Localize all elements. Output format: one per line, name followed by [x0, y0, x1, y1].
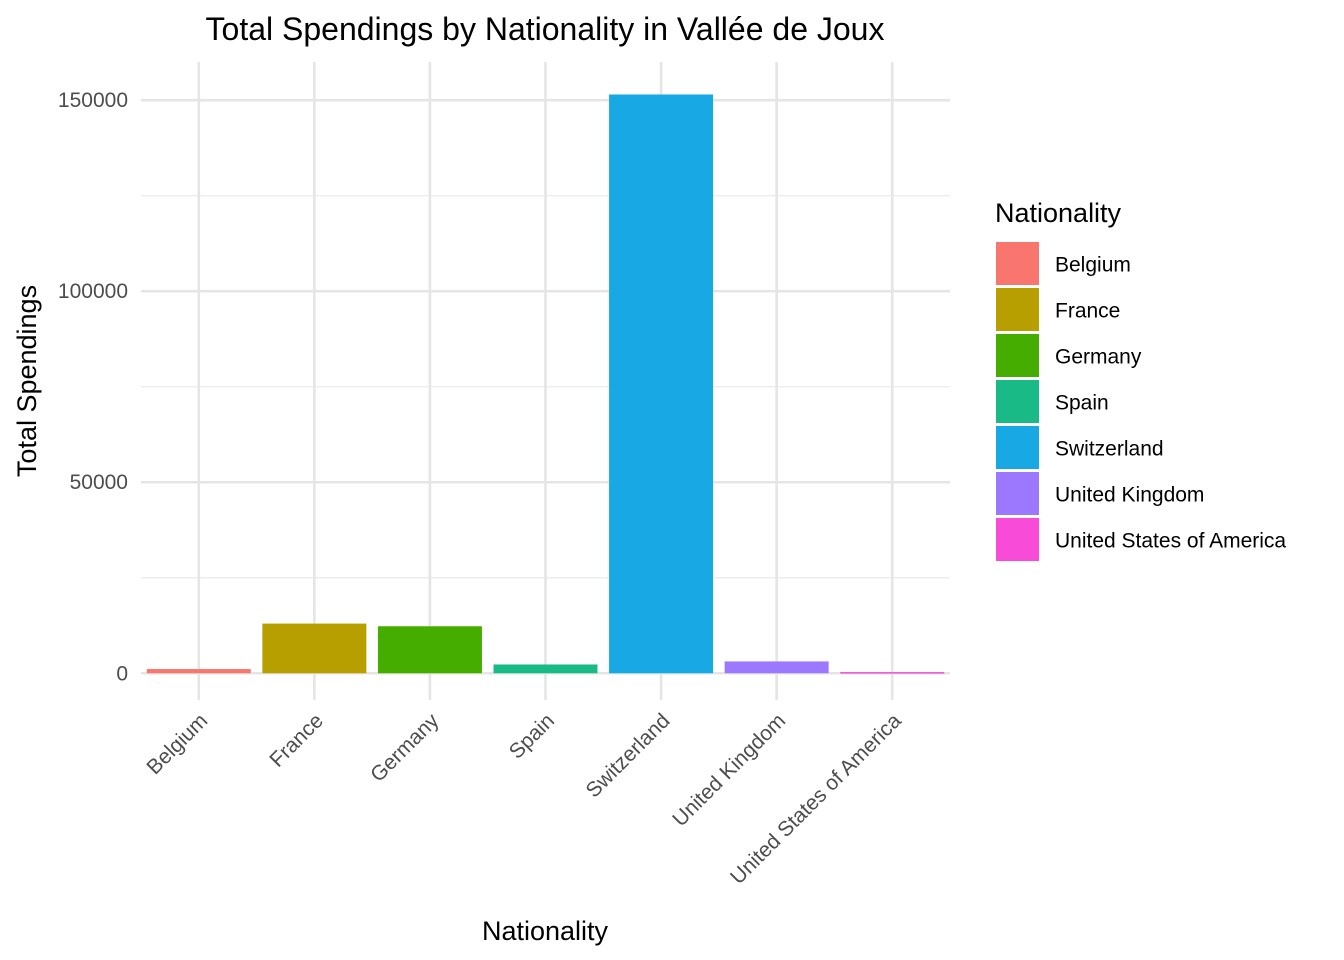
legend-label: United States of America	[1055, 530, 1286, 553]
legend-label: Spain	[1055, 392, 1109, 415]
y-tick-label: 150000	[58, 89, 128, 112]
legend-swatch	[996, 242, 1039, 285]
legend-title: Nationality	[995, 198, 1122, 228]
x-tick-label: France	[265, 709, 327, 771]
y-axis-ticks: 0 50000 100000 150000	[58, 89, 128, 685]
bar-united-kingdom	[724, 661, 829, 674]
legend-swatch	[996, 288, 1039, 331]
legend-swatch	[996, 472, 1039, 515]
legend-swatch	[996, 380, 1039, 423]
x-axis-ticks: Belgium France Germany Spain SwitzerlandUnit…	[142, 709, 906, 889]
x-tick-label: Belgium	[142, 709, 212, 779]
bar-united-states-of-america	[840, 672, 945, 674]
bars	[146, 94, 945, 674]
y-tick-label: 0	[116, 662, 128, 685]
legend-label: Germany	[1055, 346, 1142, 369]
bar-france	[262, 623, 367, 674]
x-axis-title: Nationality	[482, 916, 609, 946]
legend-swatch	[996, 334, 1039, 377]
bar-spain	[493, 664, 598, 674]
legend-label: United Kingdom	[1055, 484, 1204, 507]
legend-label: Switzerland	[1055, 438, 1164, 461]
legend-label: Belgium	[1055, 254, 1131, 277]
x-tick-label: Germany	[366, 709, 444, 787]
bar-belgium	[146, 669, 251, 674]
y-axis-title: Total Spendings	[12, 285, 42, 477]
legend-label: France	[1055, 300, 1120, 323]
legend-swatch	[996, 518, 1039, 561]
chart-title: Total Spendings by Nationality in Vallée…	[206, 11, 885, 47]
legend: Nationality Belgium France Germany Spain Swi…	[995, 198, 1286, 561]
y-tick-label: 50000	[70, 471, 128, 494]
bar-germany	[377, 626, 482, 674]
grid-lines	[141, 62, 950, 700]
y-tick-label: 100000	[58, 280, 128, 303]
x-tick-label: Switzerland	[582, 709, 675, 802]
x-tick-label: Spain	[505, 709, 559, 763]
x-tick-label: United Kingdom	[668, 709, 790, 831]
bar-switzerland	[609, 94, 714, 674]
legend-swatch	[996, 426, 1039, 469]
